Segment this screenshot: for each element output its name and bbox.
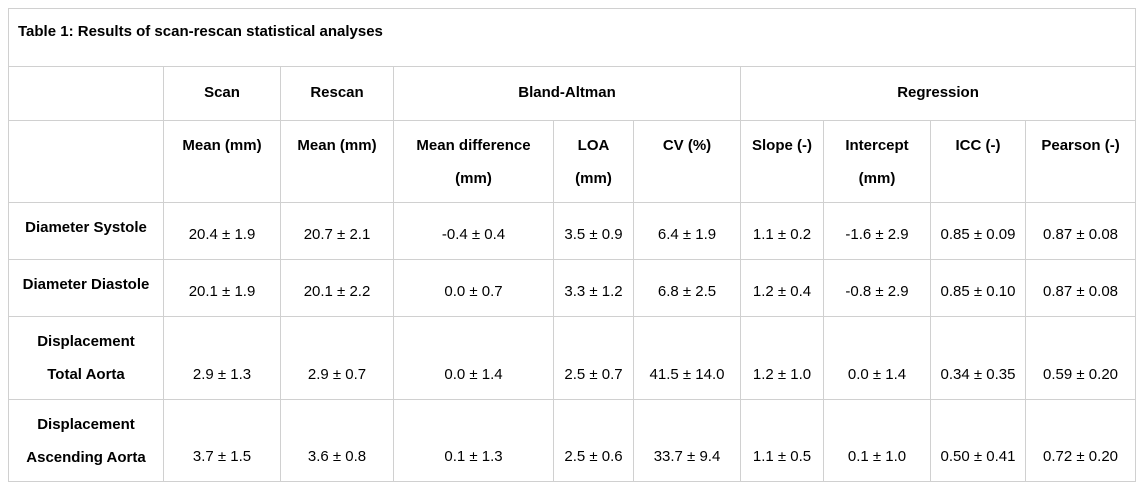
- corner-cell-bottom: [8, 120, 164, 203]
- value-cell: 0.87 ± 0.08: [1024, 202, 1137, 260]
- col-header-icc: ICC (-): [930, 120, 1026, 203]
- value-cell: 0.72 ± 0.20: [1024, 399, 1137, 482]
- col-header-intercept: Intercept (mm): [823, 120, 931, 203]
- group-header-scan: Scan: [163, 66, 281, 121]
- value-cell: 0.34 ± 0.35: [930, 316, 1026, 400]
- corner-cell-top: [8, 66, 164, 121]
- column-header-row: Mean (mm) Mean (mm) Mean difference (mm)…: [8, 120, 1137, 203]
- table-row-diameter-systole: Diameter Systole 20.4 ± 1.9 20.7 ± 2.1 -…: [8, 202, 1137, 260]
- col-header-pearson: Pearson (-): [1024, 120, 1137, 203]
- value-cell: 1.1 ± 0.2: [740, 202, 824, 260]
- group-header-row: Scan Rescan Bland-Altman Regression: [8, 66, 1137, 121]
- value-cell: 1.1 ± 0.5: [740, 399, 824, 482]
- value-cell: 3.5 ± 0.9: [553, 202, 634, 260]
- value-cell: 0.0 ± 0.7: [393, 259, 554, 317]
- value-cell: 0.59 ± 0.20: [1024, 316, 1137, 400]
- col-header-cv: CV (%): [633, 120, 741, 203]
- col-header-rescan-mean: Mean (mm): [280, 120, 394, 203]
- table-row-displacement-total-aorta: Displacement Total Aorta 2.9 ± 1.3 2.9 ±…: [8, 316, 1137, 400]
- value-cell: -0.8 ± 2.9: [823, 259, 931, 317]
- value-cell: 6.4 ± 1.9: [633, 202, 741, 260]
- row-label-diameter-systole: Diameter Systole: [8, 202, 164, 260]
- value-cell: 2.5 ± 0.7: [553, 316, 634, 400]
- value-cell: 0.85 ± 0.10: [930, 259, 1026, 317]
- group-header-rescan: Rescan: [280, 66, 394, 121]
- value-cell: 3.3 ± 1.2: [553, 259, 634, 317]
- value-cell: 0.1 ± 1.0: [823, 399, 931, 482]
- value-cell: 2.9 ± 1.3: [163, 316, 281, 400]
- table-title: Table 1: Results of scan-rescan statisti…: [7, 8, 1137, 67]
- results-table: Table 1: Results of scan-rescan statisti…: [7, 8, 1137, 482]
- value-cell: 0.0 ± 1.4: [393, 316, 554, 400]
- value-cell: 2.5 ± 0.6: [553, 399, 634, 482]
- value-cell: -1.6 ± 2.9: [823, 202, 931, 260]
- col-header-mean-difference: Mean difference (mm): [393, 120, 554, 203]
- value-cell: 0.85 ± 0.09: [930, 202, 1026, 260]
- value-cell: 20.4 ± 1.9: [163, 202, 281, 260]
- value-cell: 1.2 ± 1.0: [740, 316, 824, 400]
- row-label-displacement-ascending-aorta: Displacement Ascending Aorta: [8, 399, 164, 482]
- col-header-slope: Slope (-): [740, 120, 824, 203]
- row-label-diameter-diastole: Diameter Diastole: [8, 259, 164, 317]
- value-cell: 2.9 ± 0.7: [280, 316, 394, 400]
- value-cell: 33.7 ± 9.4: [633, 399, 741, 482]
- table-row-diameter-diastole: Diameter Diastole 20.1 ± 1.9 20.1 ± 2.2 …: [8, 259, 1137, 317]
- value-cell: 1.2 ± 0.4: [740, 259, 824, 317]
- value-cell: 3.6 ± 0.8: [280, 399, 394, 482]
- value-cell: 0.50 ± 0.41: [930, 399, 1026, 482]
- row-label-displacement-total-aorta: Displacement Total Aorta: [8, 316, 164, 400]
- value-cell: 6.8 ± 2.5: [633, 259, 741, 317]
- value-cell: 20.1 ± 1.9: [163, 259, 281, 317]
- value-cell: 0.87 ± 0.08: [1024, 259, 1137, 317]
- value-cell: -0.4 ± 0.4: [393, 202, 554, 260]
- value-cell: 3.7 ± 1.5: [163, 399, 281, 482]
- value-cell: 0.1 ± 1.3: [393, 399, 554, 482]
- group-header-bland-altman: Bland-Altman: [393, 66, 741, 121]
- value-cell: 41.5 ± 14.0: [633, 316, 741, 400]
- col-header-scan-mean: Mean (mm): [163, 120, 281, 203]
- col-header-loa: LOA (mm): [553, 120, 634, 203]
- value-cell: 20.7 ± 2.1: [280, 202, 394, 260]
- title-row: Table 1: Results of scan-rescan statisti…: [7, 8, 1137, 67]
- table-row-displacement-ascending-aorta: Displacement Ascending Aorta 3.7 ± 1.5 3…: [8, 399, 1137, 482]
- group-header-regression: Regression: [739, 66, 1137, 121]
- value-cell: 0.0 ± 1.4: [823, 316, 931, 400]
- value-cell: 20.1 ± 2.2: [280, 259, 394, 317]
